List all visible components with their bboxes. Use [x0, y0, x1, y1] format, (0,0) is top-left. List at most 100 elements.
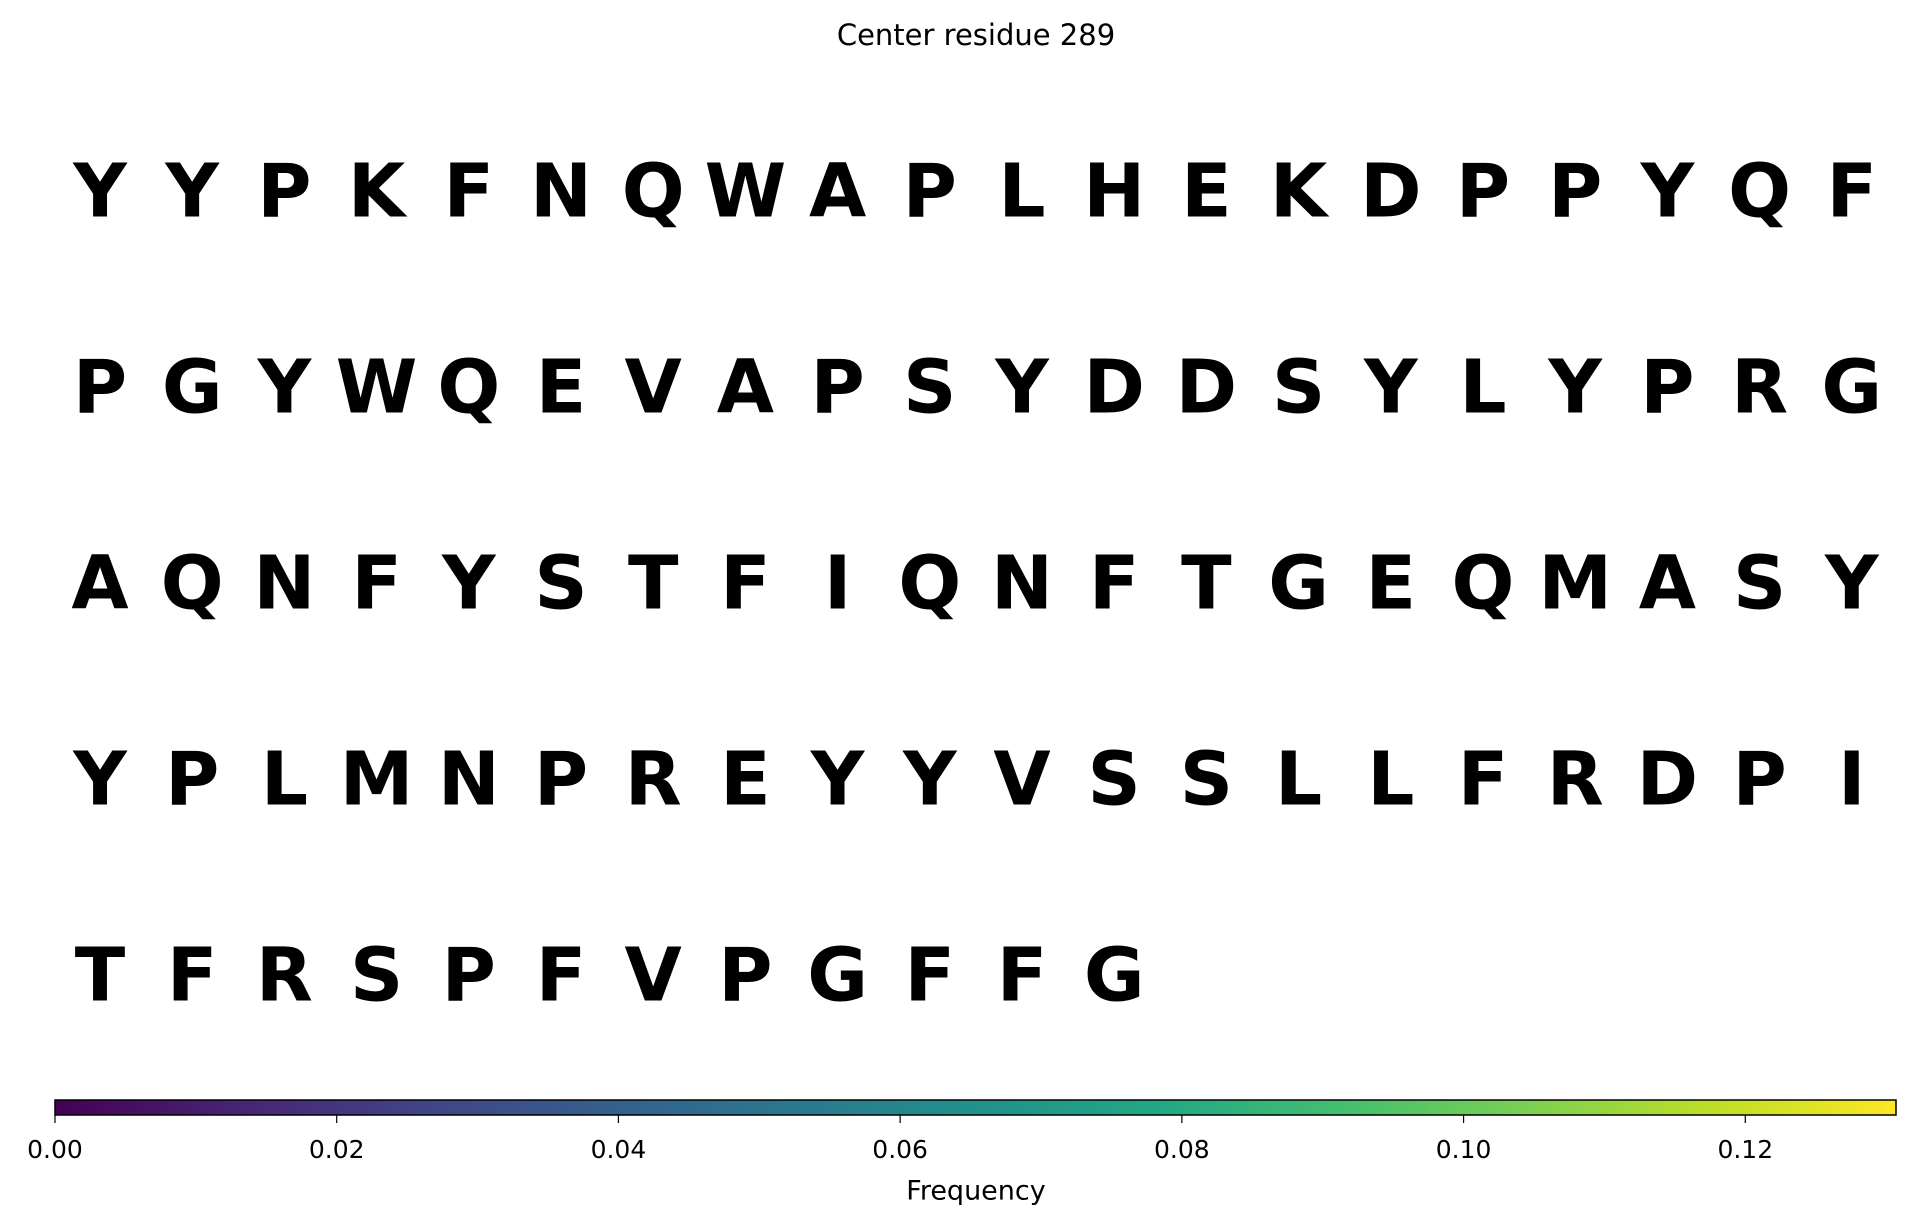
residue: F [1089, 541, 1140, 627]
residue: S [1180, 737, 1233, 823]
residue: P [257, 149, 311, 235]
colorbar-tick-label: 0.08 [1154, 1135, 1210, 1164]
residue: L [1367, 737, 1414, 823]
residue: F [1458, 737, 1509, 823]
residue: Y [1363, 345, 1419, 431]
residue: P [165, 737, 219, 823]
residue: R [256, 933, 313, 1019]
residue: V [993, 737, 1050, 823]
residue: N [530, 149, 592, 235]
colorbar-label: Frequency [906, 1176, 1046, 1207]
residue: Y [810, 737, 866, 823]
residue: Y [257, 345, 313, 431]
residue: G [1821, 345, 1882, 431]
residue: L [998, 149, 1045, 235]
residue: Y [441, 541, 497, 627]
residue: F [351, 541, 402, 627]
residue: M [1538, 541, 1612, 627]
residue: V [625, 345, 682, 431]
colorbar-tick-label: 0.12 [1717, 1135, 1773, 1164]
residue: Q [1452, 541, 1515, 627]
residue: E [1366, 541, 1417, 627]
residue: Y [994, 345, 1050, 431]
residue: G [1268, 541, 1329, 627]
residue: R [1731, 345, 1788, 431]
residue: K [1270, 149, 1330, 235]
residue: S [1088, 737, 1141, 823]
residue: M [340, 737, 414, 823]
residue: F [536, 933, 587, 1019]
residue: L [261, 737, 308, 823]
residue: K [348, 149, 408, 235]
residue: I [1838, 737, 1866, 823]
residue: G [162, 345, 223, 431]
residue: R [625, 737, 682, 823]
residue: P [718, 933, 772, 1019]
residue: A [717, 345, 774, 431]
residue: S [1733, 541, 1786, 627]
residue: F [905, 933, 956, 1019]
residue: H [1083, 149, 1145, 235]
chart-title: Center residue 289 [837, 18, 1115, 52]
residue: A [809, 149, 866, 235]
residue: P [442, 933, 496, 1019]
colorbar-tick-label: 0.02 [309, 1135, 365, 1164]
residue: Y [1547, 345, 1603, 431]
residue: P [1640, 345, 1694, 431]
residue: W [705, 149, 787, 235]
residue: Y [164, 149, 220, 235]
residue: Q [437, 345, 500, 431]
residue: I [824, 541, 852, 627]
residue: P [73, 345, 127, 431]
colorbar-tick-label: 0.04 [591, 1135, 647, 1164]
residue: N [253, 541, 315, 627]
residue: F [997, 933, 1048, 1019]
residue: P [534, 737, 588, 823]
residue: Q [1728, 149, 1791, 235]
residue: E [720, 737, 771, 823]
residue: A [1639, 541, 1696, 627]
residue: E [1181, 149, 1232, 235]
residue: Q [622, 149, 685, 235]
residue: T [75, 933, 126, 1019]
residue: Y [72, 737, 128, 823]
residue: Y [72, 149, 128, 235]
residue: G [807, 933, 868, 1019]
residue: Y [1640, 149, 1696, 235]
residue: G [1084, 933, 1145, 1019]
residue: L [1459, 345, 1506, 431]
residue: S [1272, 345, 1325, 431]
residue: D [1637, 737, 1698, 823]
residue: D [1176, 345, 1237, 431]
residue: P [1732, 737, 1786, 823]
residue: N [991, 541, 1053, 627]
residue: V [625, 933, 682, 1019]
residue: P [1456, 149, 1510, 235]
residue: N [438, 737, 500, 823]
residue: L [1275, 737, 1322, 823]
residue: Q [898, 541, 961, 627]
residue: F [167, 933, 218, 1019]
residue: D [1083, 345, 1144, 431]
residue: R [1547, 737, 1604, 823]
residue: P [810, 345, 864, 431]
residue: T [1181, 541, 1232, 627]
colorbar-tick-label: 0.10 [1436, 1135, 1492, 1164]
residue: S [903, 345, 956, 431]
residue: D [1360, 149, 1421, 235]
residue: F [444, 149, 495, 235]
residue: A [71, 541, 128, 627]
colorbar-tick-label: 0.00 [27, 1135, 83, 1164]
residue: W [336, 345, 418, 431]
residue: P [1548, 149, 1602, 235]
colorbar-tick-label: 0.06 [872, 1135, 928, 1164]
residue: Y [1824, 541, 1880, 627]
residue: Q [161, 541, 224, 627]
residue: S [534, 541, 587, 627]
residue: T [628, 541, 679, 627]
residue: P [903, 149, 957, 235]
residue: Y [902, 737, 958, 823]
residue: F [720, 541, 771, 627]
residue: S [350, 933, 403, 1019]
